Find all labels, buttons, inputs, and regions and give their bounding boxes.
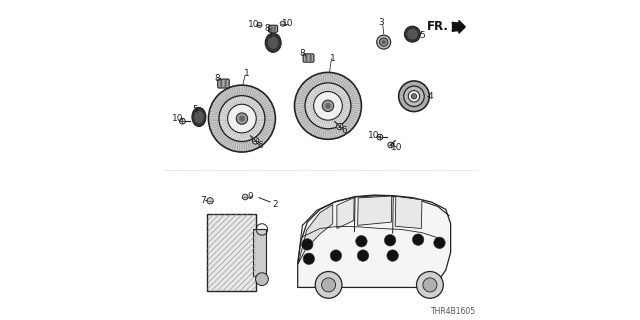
FancyBboxPatch shape xyxy=(303,54,314,62)
Circle shape xyxy=(236,113,248,124)
Text: 5: 5 xyxy=(192,105,198,114)
Text: 1: 1 xyxy=(244,69,250,78)
Circle shape xyxy=(321,278,335,292)
Circle shape xyxy=(357,250,369,261)
Polygon shape xyxy=(337,197,354,228)
Circle shape xyxy=(382,40,385,44)
FancyBboxPatch shape xyxy=(218,79,229,88)
Text: 9: 9 xyxy=(248,192,253,202)
Ellipse shape xyxy=(404,26,420,42)
Circle shape xyxy=(309,59,312,61)
Circle shape xyxy=(385,235,396,246)
Circle shape xyxy=(413,95,415,98)
Text: 4: 4 xyxy=(428,92,433,101)
Polygon shape xyxy=(358,196,392,225)
Ellipse shape xyxy=(408,29,417,39)
Polygon shape xyxy=(298,204,333,264)
Circle shape xyxy=(239,116,245,122)
Circle shape xyxy=(412,234,424,245)
Circle shape xyxy=(219,96,265,141)
Text: 1: 1 xyxy=(330,53,335,62)
Text: 10: 10 xyxy=(248,20,260,29)
Circle shape xyxy=(305,57,308,59)
Circle shape xyxy=(294,72,362,139)
FancyBboxPatch shape xyxy=(269,25,278,32)
Circle shape xyxy=(179,118,185,124)
Circle shape xyxy=(399,81,429,112)
Circle shape xyxy=(252,138,259,144)
Circle shape xyxy=(337,123,343,130)
Circle shape xyxy=(309,57,312,59)
Circle shape xyxy=(380,38,388,46)
Circle shape xyxy=(388,142,394,148)
FancyBboxPatch shape xyxy=(207,213,256,291)
Circle shape xyxy=(270,26,273,28)
Circle shape xyxy=(404,86,424,107)
Text: 8: 8 xyxy=(214,74,220,83)
FancyArrow shape xyxy=(452,20,465,33)
Circle shape xyxy=(270,29,273,31)
Circle shape xyxy=(220,80,223,83)
Text: 10: 10 xyxy=(390,143,402,152)
Ellipse shape xyxy=(265,33,281,52)
Circle shape xyxy=(305,83,351,129)
Circle shape xyxy=(280,21,285,26)
Circle shape xyxy=(377,134,383,140)
Circle shape xyxy=(434,237,445,249)
Text: 10: 10 xyxy=(282,19,294,28)
Polygon shape xyxy=(395,196,422,228)
Circle shape xyxy=(322,100,333,112)
Circle shape xyxy=(303,253,315,265)
Circle shape xyxy=(257,22,262,28)
Circle shape xyxy=(225,82,227,85)
FancyBboxPatch shape xyxy=(253,229,266,276)
Circle shape xyxy=(309,55,312,57)
Ellipse shape xyxy=(192,108,206,126)
Circle shape xyxy=(228,104,256,133)
Circle shape xyxy=(273,29,276,31)
Text: 5: 5 xyxy=(266,29,272,38)
Circle shape xyxy=(301,239,313,250)
Circle shape xyxy=(220,82,223,85)
Circle shape xyxy=(207,197,213,204)
Circle shape xyxy=(356,236,367,247)
Text: 8: 8 xyxy=(300,49,305,58)
Circle shape xyxy=(325,103,331,109)
Text: THR4B1605: THR4B1605 xyxy=(431,307,476,316)
Circle shape xyxy=(225,80,227,83)
Circle shape xyxy=(273,26,276,28)
Ellipse shape xyxy=(268,37,278,49)
Circle shape xyxy=(220,84,223,87)
Circle shape xyxy=(305,55,308,57)
Circle shape xyxy=(255,273,268,285)
Text: 7: 7 xyxy=(200,196,206,205)
Circle shape xyxy=(314,92,342,120)
Circle shape xyxy=(412,94,417,99)
Text: 3: 3 xyxy=(378,19,384,28)
Circle shape xyxy=(225,84,227,87)
Circle shape xyxy=(417,271,444,298)
Text: FR.: FR. xyxy=(427,20,449,33)
Circle shape xyxy=(423,278,437,292)
Text: 6: 6 xyxy=(257,141,263,150)
Circle shape xyxy=(330,250,342,261)
Text: 8: 8 xyxy=(264,24,270,33)
Text: 10: 10 xyxy=(172,114,183,123)
Circle shape xyxy=(387,250,398,261)
Circle shape xyxy=(243,194,248,200)
Text: 10: 10 xyxy=(367,131,379,140)
Text: 2: 2 xyxy=(272,200,278,209)
Circle shape xyxy=(377,35,391,49)
Circle shape xyxy=(270,28,273,30)
Circle shape xyxy=(305,59,308,61)
Circle shape xyxy=(209,85,275,152)
Circle shape xyxy=(408,91,420,102)
Text: 6: 6 xyxy=(341,126,347,135)
Polygon shape xyxy=(298,195,451,287)
Circle shape xyxy=(273,28,276,30)
Text: 5: 5 xyxy=(420,31,426,40)
Circle shape xyxy=(316,271,342,298)
Ellipse shape xyxy=(195,111,203,123)
